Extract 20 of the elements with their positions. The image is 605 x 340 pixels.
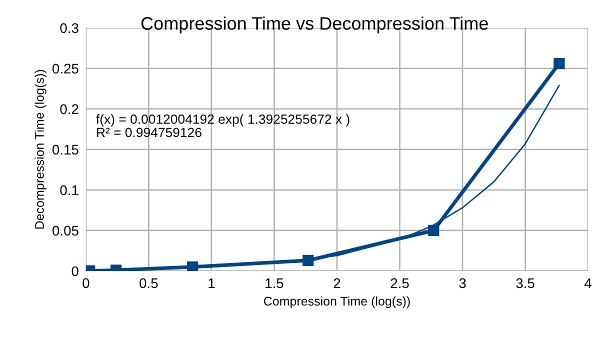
y-axis-title: Decompression Time (log(s))	[34, 70, 46, 229]
x-tick-label: 1	[208, 278, 215, 288]
x-tick-label: 3.5	[516, 278, 534, 288]
y-tick-label: 0.25	[52, 64, 78, 74]
annotation: f(x) = 0.0012004192 exp( 1.3925255672 x ) R² = 0.994759126	[96, 114, 350, 138]
y-tick-label: 0.1	[60, 185, 78, 196]
x-tick-label: 2	[334, 278, 340, 288]
chart-title: Compression Time vs Decompression Time	[141, 16, 488, 34]
x-tick-label: 0.5	[140, 278, 158, 288]
y-tick-label: 0.2	[60, 104, 78, 114]
y-tick-label: 0	[72, 266, 78, 276]
x-axis-title: Compression Time (log(s))	[264, 296, 410, 308]
x-tick-label: 1.5	[266, 278, 284, 288]
y-tick-label: 0.3	[60, 23, 78, 34]
x-tick-label: 0	[82, 278, 90, 288]
y-tick-label: 0.15	[52, 144, 78, 155]
x-tick-label: 2.5	[390, 278, 409, 288]
y-tick-label: 0.05	[52, 226, 78, 236]
x-tick-label: 3	[459, 278, 466, 288]
x-tick-label: 4	[584, 278, 592, 288]
